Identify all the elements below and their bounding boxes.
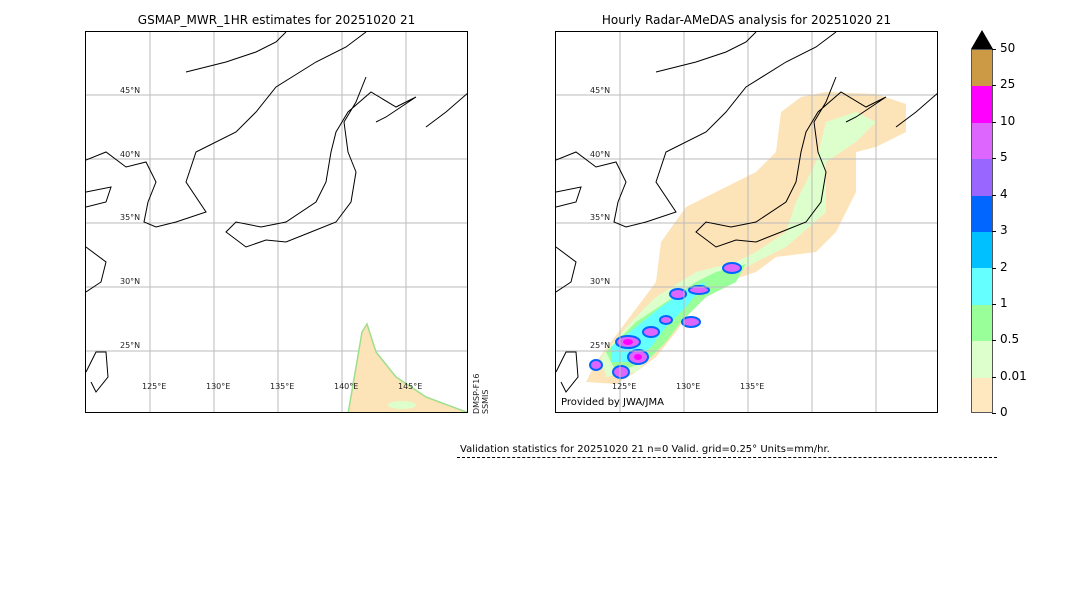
lat-label-25: 25°N <box>590 341 611 350</box>
colorbar-tick: 1 <box>992 296 1008 310</box>
colorbar-tick: 25 <box>991 77 1016 91</box>
satellite-name: DMSP-F16 <box>472 373 481 414</box>
lat-label-25: 25°N <box>120 341 141 350</box>
colorbar <box>971 49 993 413</box>
tick-label: 0 <box>1000 405 1008 419</box>
tick-label: 5 <box>1000 150 1008 164</box>
colorbar-tick: 4 <box>992 187 1008 201</box>
colorbar-segment-4-5 <box>972 159 992 196</box>
right-map-title: Hourly Radar-AMeDAS analysis for 2025102… <box>601 13 892 27</box>
lon-label-145: 145°E <box>398 382 423 391</box>
left-map: 45°N 40°N 35°N 30°N 25°N 125°E 130°E 135… <box>85 31 468 413</box>
lat-label-45: 45°N <box>590 86 611 95</box>
lat-label-40: 40°N <box>120 150 141 159</box>
right-map: 45°N 40°N 35°N 30°N 25°N 125°E 130°E 135… <box>555 31 938 413</box>
tick-label: 10 <box>1000 114 1016 128</box>
lat-label-35: 35°N <box>590 213 611 222</box>
data-credit: Provided by JWA/JMA <box>561 397 664 408</box>
tick-label: 0.5 <box>1000 332 1020 346</box>
tick-label: 2 <box>1000 260 1008 274</box>
tick-label: 25 <box>1000 77 1016 91</box>
colorbar-tick: 5 <box>992 150 1008 164</box>
lon-label-125: 125°E <box>612 382 637 391</box>
tick-label: 50 <box>1000 41 1016 55</box>
colorbar-tick: 0.01 <box>992 369 1027 383</box>
colorbar-segment-5-10 <box>972 122 992 160</box>
lon-label-135: 135°E <box>740 382 765 391</box>
colorbar-segment-0.5-1 <box>972 304 992 342</box>
colorbar-extend-arrow <box>971 30 993 49</box>
colorbar-tick: 50 <box>991 41 1016 55</box>
tick-label: 4 <box>1000 187 1008 201</box>
sensor-name: SSMIS <box>481 389 490 415</box>
left-map-title: GSMAP_MWR_1HR estimates for 20251020 21 <box>137 13 416 27</box>
colorbar-tick: 2 <box>992 260 1008 274</box>
colorbar-segment-2-3 <box>972 231 992 269</box>
colorbar-segment-0-0.01 <box>972 377 992 412</box>
lat-label-45: 45°N <box>120 86 141 95</box>
lon-label-130: 130°E <box>676 382 701 391</box>
colorbar-segment-1-2 <box>972 268 992 305</box>
colorbar-tick: 10 <box>991 114 1016 128</box>
colorbar-tick: 0 <box>992 405 1008 419</box>
tick-label: 0.01 <box>1000 369 1027 383</box>
lon-label-135: 135°E <box>270 382 295 391</box>
colorbar-segment-0.01-0.5 <box>972 341 992 378</box>
tick-label: 1 <box>1000 296 1008 310</box>
lat-label-40: 40°N <box>590 150 611 159</box>
lon-label-125: 125°E <box>142 382 167 391</box>
colorbar-tick: 0.5 <box>991 332 1020 346</box>
colorbar-segment-25-50 <box>972 50 992 87</box>
lon-label-130: 130°E <box>206 382 231 391</box>
colorbar-segment-10-25 <box>972 86 992 123</box>
lat-label-30: 30°N <box>590 277 611 286</box>
satellite-label: DMSP-F16 SSMIS <box>472 374 490 414</box>
tick-label: 3 <box>1000 223 1008 237</box>
lat-label-30: 30°N <box>120 277 141 286</box>
colorbar-tick: 3 <box>992 223 1008 237</box>
lon-label-140: 140°E <box>334 382 359 391</box>
validation-statistics: Validation statistics for 20251020 21 n=… <box>460 444 830 455</box>
colorbar-segment-3-4 <box>972 195 992 232</box>
dashed-divider <box>457 457 997 458</box>
lat-label-35: 35°N <box>120 213 141 222</box>
